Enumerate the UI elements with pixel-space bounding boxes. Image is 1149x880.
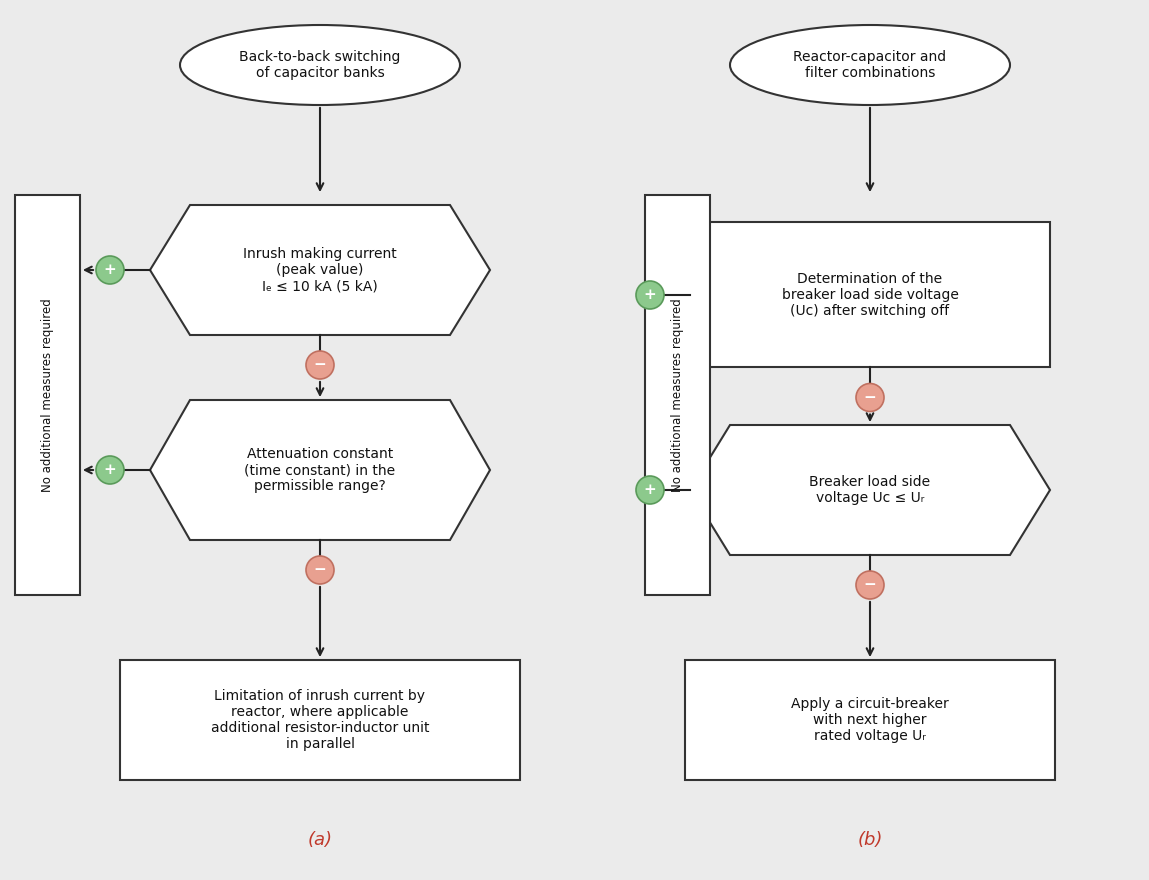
- Text: (b): (b): [857, 831, 882, 849]
- Text: +: +: [643, 288, 656, 302]
- Polygon shape: [151, 400, 489, 540]
- Ellipse shape: [730, 25, 1010, 105]
- Polygon shape: [691, 425, 1050, 555]
- FancyBboxPatch shape: [691, 223, 1050, 368]
- Circle shape: [306, 556, 334, 584]
- Text: −: −: [864, 578, 877, 592]
- Text: Determination of the
breaker load side voltage
(Uᴄ) after switching off: Determination of the breaker load side v…: [781, 272, 958, 319]
- FancyBboxPatch shape: [645, 195, 710, 595]
- Text: (a): (a): [308, 831, 332, 849]
- FancyBboxPatch shape: [15, 195, 80, 595]
- Circle shape: [637, 281, 664, 309]
- FancyBboxPatch shape: [685, 660, 1055, 780]
- Text: Attenuation constant
(time constant) in the
permissible range?: Attenuation constant (time constant) in …: [245, 447, 395, 493]
- Polygon shape: [151, 205, 489, 335]
- Text: Limitation of inrush current by
reactor, where applicable
additional resistor-in: Limitation of inrush current by reactor,…: [210, 689, 430, 752]
- Text: Inrush making current
(peak value)
Iₑ ≤ 10 kA (5 kA): Inrush making current (peak value) Iₑ ≤ …: [244, 246, 396, 293]
- Text: +: +: [103, 463, 116, 477]
- Text: Breaker load side
voltage Uᴄ ≤ Uᵣ: Breaker load side voltage Uᴄ ≤ Uᵣ: [809, 475, 931, 505]
- Text: No additional measures required: No additional measures required: [671, 298, 684, 492]
- Circle shape: [637, 476, 664, 504]
- Circle shape: [856, 571, 884, 599]
- Circle shape: [97, 256, 124, 284]
- Text: −: −: [314, 358, 326, 372]
- Text: Apply a circuit-breaker
with next higher
rated voltage Uᵣ: Apply a circuit-breaker with next higher…: [792, 697, 949, 744]
- Text: −: −: [864, 391, 877, 405]
- Ellipse shape: [180, 25, 460, 105]
- Circle shape: [306, 351, 334, 379]
- Text: Reactor-capacitor and
filter combinations: Reactor-capacitor and filter combination…: [794, 50, 947, 80]
- Text: +: +: [643, 483, 656, 497]
- Circle shape: [856, 384, 884, 412]
- FancyBboxPatch shape: [119, 660, 520, 780]
- Text: +: +: [103, 263, 116, 277]
- Text: −: −: [314, 563, 326, 577]
- Text: Back-to-back switching
of capacitor banks: Back-to-back switching of capacitor bank…: [239, 50, 401, 80]
- Circle shape: [97, 456, 124, 484]
- Text: No additional measures required: No additional measures required: [41, 298, 54, 492]
